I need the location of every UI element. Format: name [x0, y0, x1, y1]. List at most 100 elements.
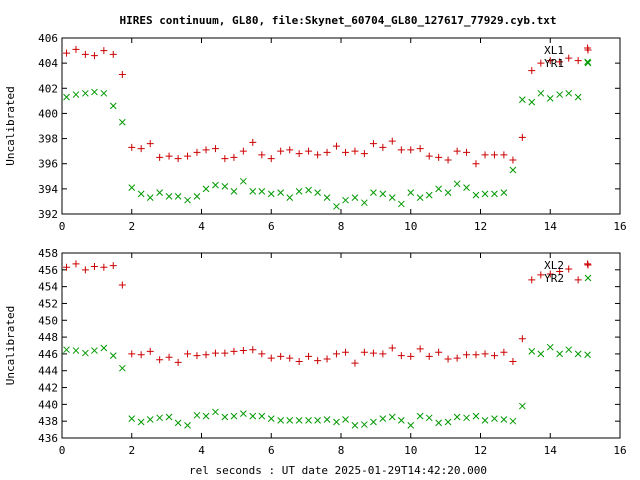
data-point: [63, 346, 70, 354]
y-tick-label: 396: [38, 158, 58, 171]
data-point: [556, 350, 564, 358]
data-point: [453, 354, 461, 362]
data-point: [379, 415, 387, 423]
data-point: [109, 262, 117, 270]
data-point: [277, 189, 285, 196]
data-point: [258, 412, 266, 420]
x-axis-label: rel seconds : UT date 2025-01-29T14:42:2…: [189, 464, 487, 477]
data-point: [546, 270, 554, 278]
data-point: [472, 351, 480, 359]
data-point: [63, 93, 70, 101]
series-YR2: [63, 343, 591, 429]
y-tick-label: 452: [38, 297, 58, 310]
data-point: [407, 352, 415, 360]
data-point: [397, 146, 405, 154]
data-point: [463, 351, 471, 359]
data-point: [128, 143, 136, 151]
data-point: [528, 67, 536, 75]
x-tick-label: 8: [338, 220, 345, 233]
data-point: [472, 412, 480, 420]
data-point: [118, 118, 126, 126]
data-point: [146, 416, 154, 423]
data-point: [369, 349, 377, 357]
x-tick-label: 10: [404, 444, 417, 457]
data-point: [286, 354, 294, 362]
data-point: [314, 151, 322, 159]
data-point: [397, 352, 405, 360]
y-tick-label: 406: [38, 32, 58, 45]
data-point: [221, 349, 229, 357]
data-point: [546, 343, 554, 351]
data-point: [100, 344, 108, 352]
data-point: [370, 418, 377, 426]
data-point: [202, 185, 210, 193]
data-point: [490, 352, 498, 360]
legend-marker: [584, 59, 592, 67]
data-point: [249, 346, 257, 354]
y-tick-label: 454: [38, 281, 58, 294]
data-point: [323, 194, 331, 202]
data-point: [500, 348, 508, 356]
data-point: [481, 151, 489, 159]
x-tick-label: 2: [128, 444, 135, 457]
data-point: [323, 355, 331, 363]
data-point: [72, 91, 80, 98]
data-point: [109, 50, 117, 58]
y-axis-label: Uncalibrated: [4, 86, 17, 165]
data-point: [407, 422, 415, 429]
data-point: [323, 148, 331, 156]
data-point: [81, 50, 89, 58]
data-point: [128, 184, 136, 191]
x-tick-label: 12: [474, 444, 487, 457]
data-point: [565, 89, 573, 97]
data-point: [481, 416, 489, 424]
y-tick-label: 402: [38, 82, 58, 95]
data-point: [82, 89, 89, 97]
data-point: [267, 354, 275, 362]
data-point: [184, 422, 191, 429]
data-point: [118, 281, 126, 289]
data-point: [556, 58, 564, 66]
data-point: [230, 153, 238, 161]
data-point: [435, 185, 443, 193]
data-point: [258, 350, 266, 358]
data-point: [286, 416, 294, 424]
data-point: [202, 351, 210, 359]
data-point: [453, 180, 461, 188]
data-point: [156, 414, 164, 422]
series-XL1: [63, 44, 592, 168]
data-point: [565, 54, 573, 62]
data-point: [397, 416, 405, 424]
data-point: [221, 182, 229, 190]
data-point: [239, 410, 247, 417]
data-point: [230, 412, 238, 420]
data-point: [286, 194, 294, 202]
legend-marker: [584, 46, 592, 54]
data-point: [333, 418, 340, 426]
data-point: [184, 152, 192, 160]
data-point: [295, 416, 303, 424]
plot-frame: [61, 252, 621, 439]
data-point: [416, 345, 424, 353]
data-point: [351, 194, 359, 202]
data-point: [295, 357, 303, 365]
data-point: [342, 348, 350, 356]
data-point: [546, 57, 554, 65]
data-point: [425, 191, 433, 199]
data-point: [565, 265, 573, 273]
data-point: [407, 189, 415, 196]
data-point: [518, 133, 526, 141]
data-point: [174, 358, 182, 366]
data-point: [249, 138, 257, 146]
data-point: [528, 276, 536, 284]
data-point: [574, 276, 582, 284]
data-point: [267, 415, 275, 423]
data-point: [509, 417, 517, 425]
x-tick-label: 14: [544, 220, 558, 233]
data-point: [267, 190, 275, 198]
y-tick-label: 440: [38, 398, 58, 411]
x-tick-label: 4: [198, 444, 205, 457]
data-point: [435, 348, 443, 356]
data-point: [184, 196, 191, 204]
data-point: [295, 150, 303, 158]
